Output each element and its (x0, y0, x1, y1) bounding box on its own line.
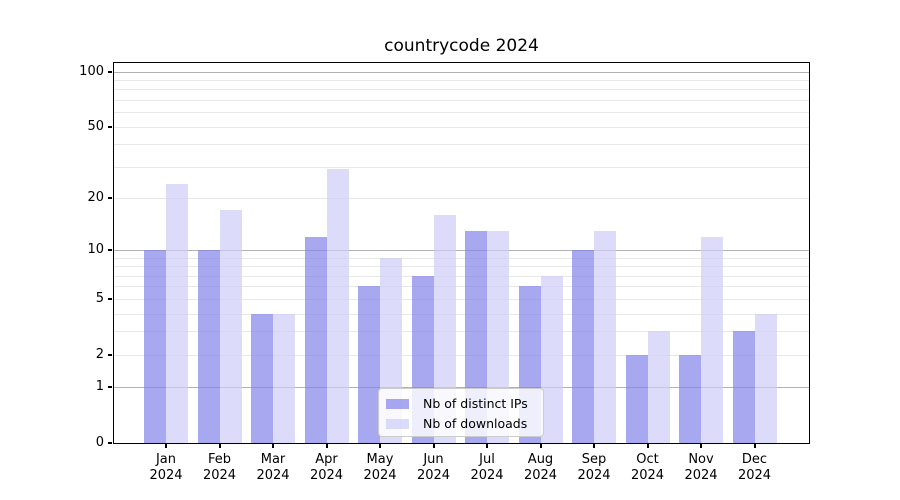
bar-jan-nb-of-distinct-ips (144, 250, 166, 443)
x-tick-mark-dec (753, 444, 756, 448)
gridline-y-3 (113, 331, 810, 333)
y-tick-label-100: 100 (79, 63, 104, 79)
x-tick-label-apr: Apr 2024 (309, 452, 344, 483)
x-tick-mark-apr (325, 444, 328, 448)
y-tick-label-0: 0 (95, 435, 104, 450)
bar-sep-nb-of-downloads (594, 230, 616, 443)
bar-mar-nb-of-downloads (273, 313, 295, 443)
legend-item-downloads: Nb of downloads (386, 414, 543, 434)
y-tick-mark-5 (108, 297, 112, 300)
x-tick-label-jun: Jun 2024 (416, 452, 451, 483)
x-tick-label-nov: Nov 2024 (684, 452, 718, 483)
chart-title: countrycode 2024 (384, 36, 539, 56)
gridline-y-1 (113, 387, 810, 389)
plot-area (113, 62, 810, 444)
gridline-y-40 (113, 144, 810, 146)
legend-swatch-downloads (386, 419, 409, 429)
x-tick-mark-jul (486, 444, 488, 448)
bar-nov-nb-of-distinct-ips (679, 354, 701, 443)
gridline-y-6 (113, 286, 810, 288)
x-tick-mark-aug (539, 444, 542, 448)
y-tick-mark-0 (108, 442, 112, 444)
bar-dec-nb-of-distinct-ips (732, 331, 755, 443)
gridline-y-50 (113, 126, 810, 128)
y-tick-mark-10 (108, 249, 112, 251)
x-tick-mark-may (379, 444, 381, 448)
x-tick-label-jan: Jan 2024 (149, 452, 183, 483)
x-tick-label-feb: Feb 2024 (202, 452, 237, 483)
bar-feb-nb-of-distinct-ips (197, 250, 220, 443)
bar-oct-nb-of-downloads (647, 331, 670, 443)
gridline-y-80 (113, 89, 810, 91)
gridline-y-20 (113, 198, 810, 199)
x-tick-mark-jun (432, 444, 435, 448)
gridline-y-8 (113, 266, 810, 268)
x-tick-mark-jan (165, 444, 167, 448)
y-tick-mark-20 (108, 197, 112, 199)
bar-may-nb-of-distinct-ips (358, 286, 380, 443)
gridline-y-100 (113, 71, 810, 73)
y-tick-label-5: 5 (95, 290, 104, 306)
bar-feb-nb-of-downloads (219, 210, 242, 443)
x-tick-label-dec: Dec 2024 (737, 452, 772, 483)
gridline-y-90 (113, 80, 810, 81)
bar-sep-nb-of-distinct-ips (572, 250, 594, 443)
bar-apr-nb-of-distinct-ips (304, 236, 327, 443)
gridline-y-60 (113, 112, 810, 114)
x-tick-label-mar: Mar 2024 (256, 452, 290, 483)
y-tick-mark-50 (108, 125, 112, 128)
y-tick-label-1: 1 (95, 379, 104, 395)
y-tick-label-20: 20 (87, 190, 104, 205)
gridline-y-7 (113, 275, 810, 277)
bar-jun-nb-of-downloads (433, 215, 456, 443)
legend-label-downloads: Nb of downloads (423, 416, 528, 431)
bar-aug-nb-of-downloads (540, 275, 563, 443)
x-tick-label-may: May 2024 (363, 452, 397, 483)
bar-jan-nb-of-downloads (166, 184, 188, 443)
gridline-y-10 (113, 250, 810, 251)
legend-swatch-distinct-ips (386, 399, 409, 409)
x-tick-mark-nov (700, 444, 702, 448)
bar-nov-nb-of-downloads (701, 236, 723, 443)
gridline-y-2 (113, 354, 810, 356)
y-tick-mark-2 (108, 353, 112, 356)
y-tick-label-50: 50 (87, 118, 104, 134)
legend-item-distinct-ips: Nb of distinct IPs (386, 394, 543, 414)
bar-apr-nb-of-downloads (326, 169, 349, 443)
x-tick-mark-feb (218, 444, 221, 448)
bar-mar-nb-of-distinct-ips (251, 313, 273, 443)
y-tick-mark-100 (108, 70, 112, 73)
x-tick-mark-mar (272, 444, 274, 448)
x-tick-label-jul: Jul 2024 (470, 452, 504, 483)
bar-oct-nb-of-distinct-ips (625, 354, 648, 443)
legend: Nb of distinct IPs Nb of downloads (378, 388, 544, 437)
y-tick-label-10: 10 (87, 242, 104, 257)
x-tick-mark-sep (593, 444, 595, 448)
gridline-y-5 (113, 298, 810, 300)
gridline-y-70 (113, 100, 810, 101)
x-tick-label-sep: Sep 2024 (577, 452, 611, 483)
y-tick-mark-1 (108, 386, 112, 389)
gridline-y-4 (113, 313, 810, 315)
bar-dec-nb-of-downloads (754, 313, 777, 443)
gridline-y-30 (113, 166, 810, 168)
y-tick-label-2: 2 (95, 346, 104, 362)
legend-label-distinct-ips: Nb of distinct IPs (423, 396, 528, 411)
x-tick-label-oct: Oct 2024 (630, 452, 665, 483)
x-tick-label-aug: Aug 2024 (523, 452, 558, 483)
x-tick-mark-oct (646, 444, 649, 448)
gridline-y-9 (113, 257, 810, 259)
